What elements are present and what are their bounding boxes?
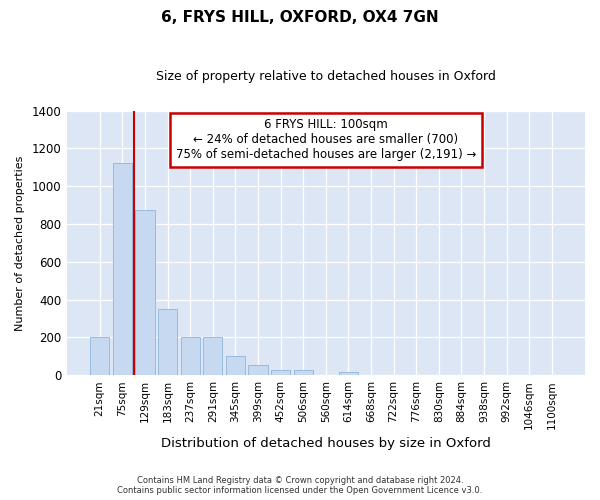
Bar (248, 365, 268, 375)
Bar (113, 162, 132, 375)
Bar (136, 210, 155, 375)
Text: 6, FRYS HILL, OXFORD, OX4 7GN: 6, FRYS HILL, OXFORD, OX4 7GN (161, 10, 439, 25)
Bar (203, 338, 223, 375)
Bar (181, 338, 200, 375)
Text: 6 FRYS HILL: 100sqm
← 24% of detached houses are smaller (700)
75% of semi-detac: 6 FRYS HILL: 100sqm ← 24% of detached ho… (176, 118, 476, 162)
X-axis label: Distribution of detached houses by size in Oxford: Distribution of detached houses by size … (161, 437, 491, 450)
Text: Contains HM Land Registry data © Crown copyright and database right 2024.
Contai: Contains HM Land Registry data © Crown c… (118, 476, 482, 495)
Bar (271, 370, 290, 375)
Bar (158, 309, 177, 375)
Bar (293, 370, 313, 375)
Bar (339, 372, 358, 375)
Bar (90, 338, 109, 375)
Title: Size of property relative to detached houses in Oxford: Size of property relative to detached ho… (156, 70, 496, 83)
Bar (226, 356, 245, 375)
Y-axis label: Number of detached properties: Number of detached properties (15, 155, 25, 330)
